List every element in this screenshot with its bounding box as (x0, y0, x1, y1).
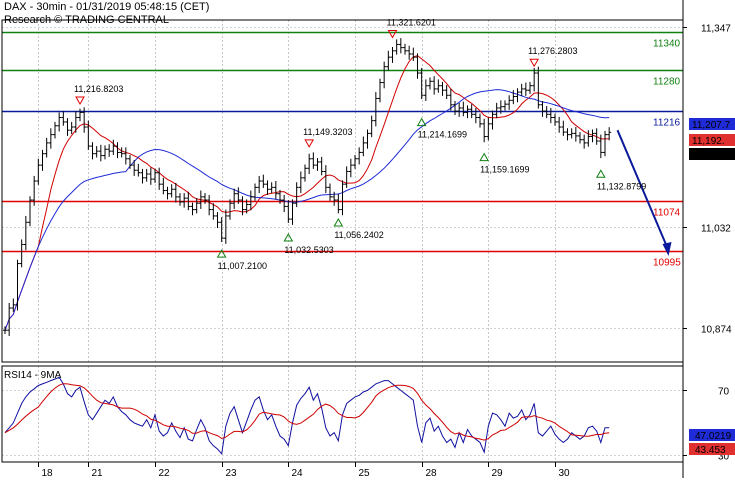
swing-high-label: 11,216.8203 (74, 84, 123, 94)
rsi-ma-line (4, 383, 610, 441)
price-badge-label: 11,192. (692, 136, 725, 147)
price-y-tick-label: 11,347 (701, 24, 731, 35)
price-badge (689, 118, 735, 130)
chart-source: Research © TRADING CENTRAL (4, 14, 169, 26)
forecast-arrow-shaft (616, 129, 669, 249)
rsi-badge-label: 43.453 (695, 445, 726, 456)
x-tick-label: 21 (92, 468, 104, 479)
price-y-tick-label: 10,874 (701, 325, 732, 336)
chart-title: DAX - 30min - 01/31/2019 05:48:15 (CET) (4, 1, 210, 13)
price-badge (689, 134, 735, 146)
level-label: 11216 (653, 118, 681, 129)
price-badge (689, 148, 735, 160)
swing-high-label: 11,276.2803 (528, 46, 577, 56)
price-y-tick-label: 11,032 (701, 224, 731, 235)
level-label: 10995 (653, 258, 681, 269)
rsi-y-tick-label: 30 (718, 452, 730, 463)
forecast-arrow-head (662, 242, 672, 257)
ma_fast-line (4, 55, 610, 331)
swing-high-marker (387, 29, 398, 39)
x-tick-label: 22 (159, 468, 171, 479)
price-grid (2, 20, 683, 362)
x-tick-label: 23 (226, 468, 238, 479)
x-tick-label: 24 (292, 468, 304, 479)
level-label: 11340 (653, 39, 681, 50)
swing-low-marker (283, 233, 294, 242)
rsi-badge (689, 429, 735, 441)
swing-low-marker (595, 169, 606, 178)
price-annotations: 11,216.8203 11,007.2100 11,032.5303 11,149.… (74, 17, 646, 271)
price-badge-label: 11,181.7 (692, 150, 731, 161)
swing-low-marker (479, 152, 490, 162)
ma_slow-line (4, 89, 610, 331)
swing-high-label: 11,321.6201 (387, 17, 436, 27)
x-tick-label: 28 (426, 468, 438, 479)
swing-high-marker (304, 139, 315, 148)
rsi-y-tick-label: 70 (718, 387, 730, 398)
rsi-badge-label: 47.0219 (695, 431, 732, 442)
swing-low-marker (216, 249, 227, 258)
swing-high-label: 11,149.3203 (303, 127, 352, 137)
swing-low-marker (333, 217, 344, 227)
chart-frames (1, 0, 684, 478)
rsi-title: RSI14 - 9MA (4, 370, 62, 381)
swing-low-label: 11,214.1699 (418, 130, 467, 140)
level-label: 11280 (653, 77, 681, 88)
x-tick-label: 25 (359, 468, 371, 479)
x-tick-label: 30 (559, 468, 571, 479)
x-axis: 18 21 22 23 24 25 28 29 30 (38, 462, 571, 479)
price-series (3, 38, 672, 336)
swing-low-label: 11,132.8799 (597, 181, 646, 191)
price-badge-label: 11,207.7 (692, 120, 731, 131)
price-levels: 11340 11280 11216 11074 10995 (2, 31, 683, 269)
swing-low-label: 11,056.2402 (334, 230, 383, 240)
rsi-line (4, 376, 610, 456)
swing-low-label: 11,007.2100 (218, 261, 267, 271)
rsi-badge (689, 443, 735, 455)
swing-low-marker (416, 117, 427, 127)
rsi-y-axis: 70 30 47.0219 43.453 (683, 387, 735, 463)
swing-high-marker (529, 58, 540, 68)
rsi-series (4, 376, 610, 456)
swing-high-marker (75, 96, 85, 106)
x-tick-label: 29 (492, 468, 504, 479)
level-label: 11074 (653, 208, 681, 219)
x-tick-label: 18 (42, 468, 54, 479)
swing-low-label: 11,032.5303 (284, 245, 333, 255)
price-y-axis: 11,347 11,032 10,874 11,207.7 11,192. 11,181.… (683, 24, 735, 336)
swing-low-label: 11,159.1699 (480, 165, 529, 175)
